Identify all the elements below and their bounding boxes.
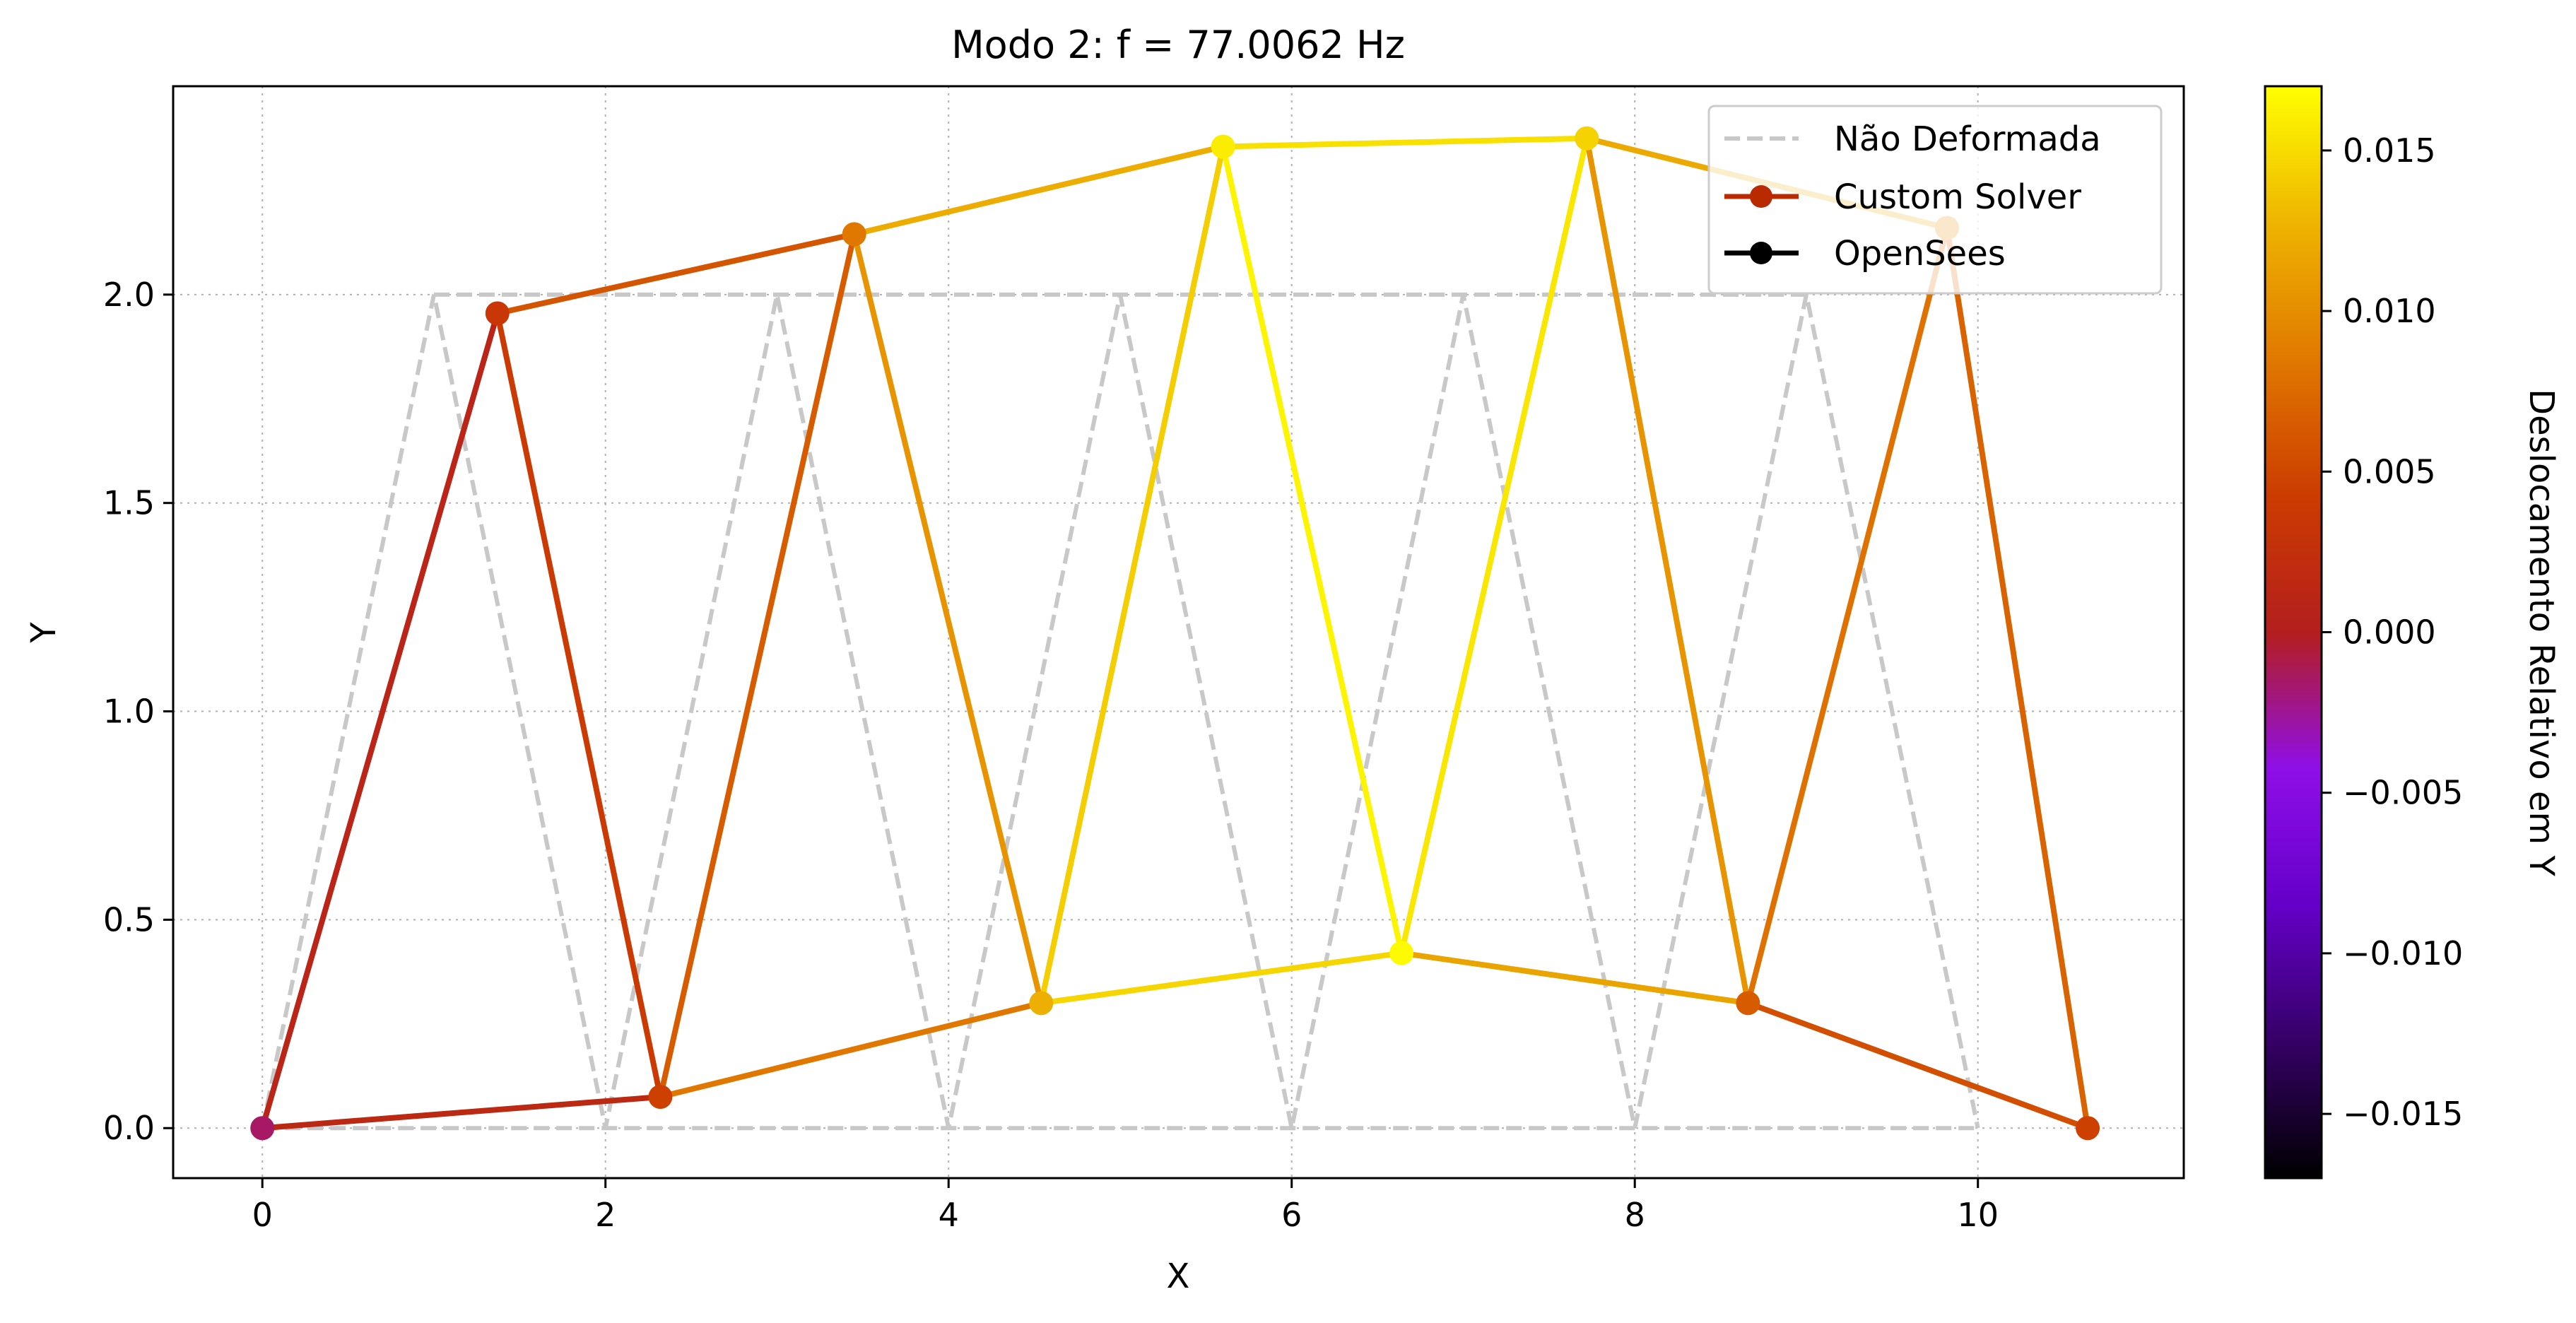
custom-solver-member (1220, 143, 1405, 956)
colorbar: −0.015 −0.010 −0.005 0.000 0.005 0.010 0.015 D… (2264, 85, 2561, 1180)
legend: Não Deformada Custom Solver OpenSees (1707, 105, 2163, 295)
custom-solver-node (485, 301, 510, 326)
custom-solver-member (1399, 950, 1751, 1006)
x-tick-label: 4 (939, 1196, 959, 1234)
x-axis-ticks: 0 2 4 6 8 10 (252, 1178, 1999, 1234)
legend-opensees-marker (1750, 242, 1772, 264)
custom-solver-member (1584, 135, 1751, 1006)
y-tick-label: 0.5 (103, 900, 155, 939)
colorbar-label: Deslocamento Relativo em Y (2522, 389, 2561, 876)
y-axis-ticks: 0.0 0.5 1.0 1.5 2.0 (103, 276, 173, 1147)
x-tick-label: 10 (1957, 1196, 1999, 1234)
y-tick-label: 2.0 (103, 276, 155, 314)
legend-box (1707, 105, 2163, 295)
colorbar-ticks: −0.015 −0.010 −0.005 0.000 0.005 0.010 0.015 (2322, 131, 2463, 1133)
custom-solver-member (1399, 135, 1590, 956)
custom-solver-node (1389, 941, 1414, 965)
custom-solver-member (259, 310, 500, 1131)
custom-solver-member (851, 143, 1226, 237)
undeformed-series (260, 292, 1980, 1131)
legend-undeformed-label: Não Deformada (1834, 119, 2101, 159)
custom-solver-member (1745, 225, 1951, 1006)
x-axis-label: X (1167, 1257, 1190, 1296)
custom-solver-member (1944, 225, 2091, 1131)
colorbar-tick-label: −0.005 (2343, 774, 2463, 812)
colorbar-tick-label: 0.000 (2343, 613, 2436, 652)
x-tick-label: 0 (252, 1196, 273, 1234)
legend-custom-marker (1750, 185, 1772, 208)
custom-solver-member (1220, 135, 1590, 150)
custom-solver-member (1038, 143, 1226, 1006)
colorbar-tick-label: 0.005 (2343, 452, 2436, 490)
colorbar-tick-label: 0.010 (2343, 292, 2436, 330)
custom-solver-member (657, 231, 857, 1100)
custom-solver-node (1575, 126, 1599, 151)
custom-solver-member (851, 231, 1045, 1006)
colorbar-tick-label: −0.010 (2343, 934, 2463, 972)
y-tick-label: 1.5 (103, 484, 155, 522)
colorbar-gradient (2264, 85, 2323, 1180)
custom-solver-member (1038, 950, 1405, 1006)
custom-solver-member (494, 231, 857, 317)
custom-solver-node (842, 222, 866, 247)
legend-opensees-label: OpenSees (1834, 234, 2006, 274)
custom-solver-member (1745, 1000, 2091, 1131)
colorbar-tick-label: −0.015 (2343, 1095, 2463, 1133)
custom-solver-member (494, 310, 664, 1100)
plot-frame (172, 85, 2185, 1180)
custom-solver-member (259, 1094, 664, 1131)
custom-solver-node (1736, 991, 1760, 1016)
y-tick-label: 1.0 (103, 693, 155, 731)
chart-title: Modo 2: f = 77.0062 Hz (951, 23, 1405, 67)
custom-solver-series (250, 126, 2100, 1141)
custom-solver-member (657, 1000, 1045, 1100)
x-tick-label: 2 (595, 1196, 616, 1234)
x-tick-label: 6 (1281, 1196, 1302, 1234)
colorbar-tick-label: 0.015 (2343, 131, 2436, 170)
custom-solver-node (1029, 991, 1054, 1016)
y-tick-label: 0.0 (103, 1109, 155, 1147)
legend-custom-label: Custom Solver (1834, 177, 2081, 217)
custom-solver-node (648, 1085, 673, 1110)
y-axis-label: Y (24, 622, 64, 644)
custom-solver-node (1211, 134, 1235, 159)
custom-solver-node (2076, 1116, 2100, 1141)
custom-solver-node (250, 1116, 275, 1141)
x-tick-label: 8 (1625, 1196, 1645, 1234)
